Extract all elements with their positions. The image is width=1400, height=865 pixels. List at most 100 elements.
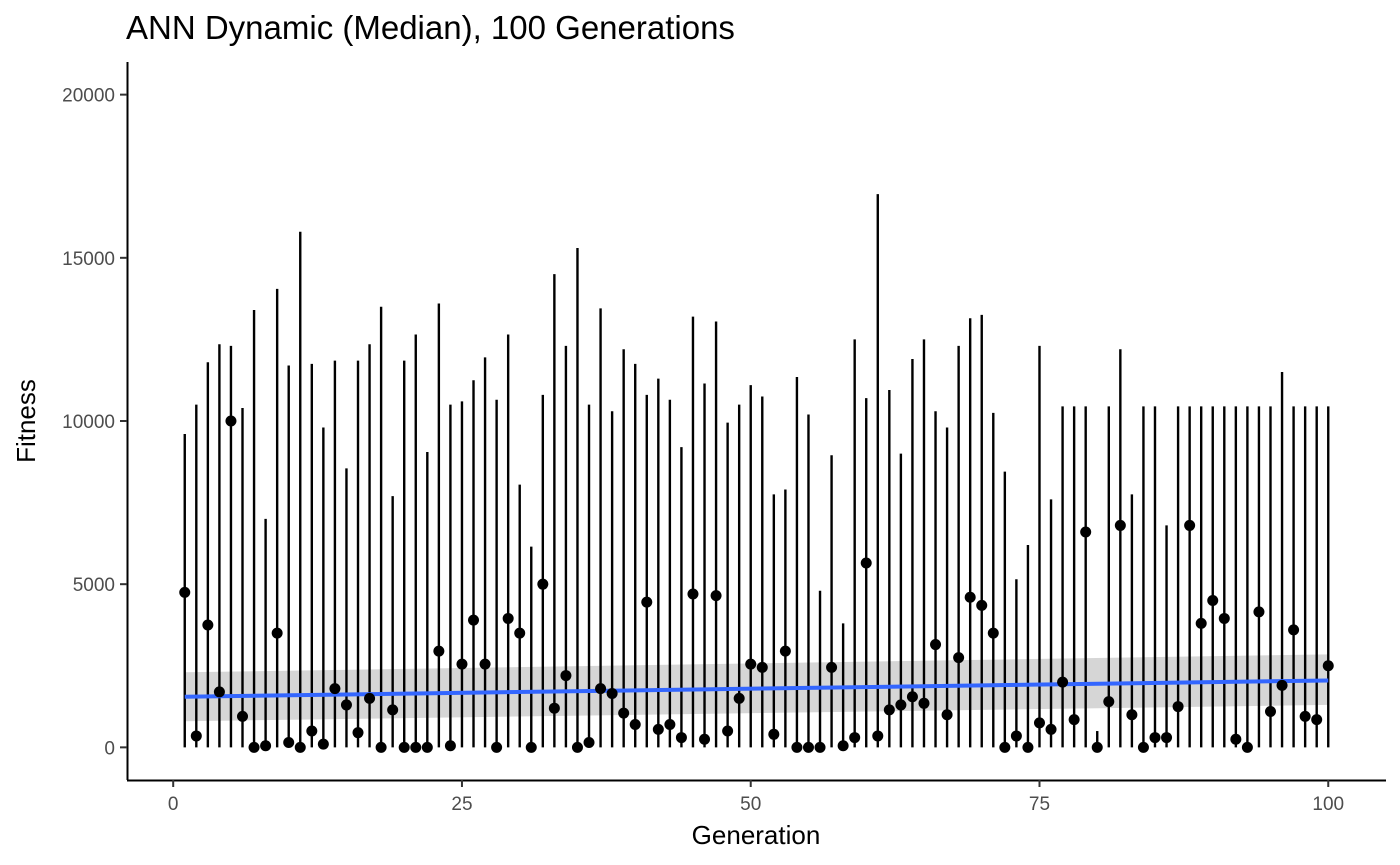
median-point [213, 686, 225, 698]
median-point [1137, 741, 1149, 753]
median-point [606, 688, 618, 700]
median-point [421, 741, 433, 753]
median-point [468, 614, 480, 626]
median-point [502, 612, 514, 624]
x-tick-label: 100 [1312, 794, 1344, 815]
median-point [976, 599, 988, 611]
median-point [1057, 676, 1069, 688]
median-point [444, 740, 456, 752]
median-point [710, 590, 722, 602]
median-point [1195, 617, 1207, 629]
median-point [802, 741, 814, 753]
median-point [560, 670, 572, 682]
median-point [1207, 595, 1219, 606]
y-tick-label: 0 [104, 738, 115, 759]
median-point [664, 719, 676, 731]
median-point [456, 658, 468, 670]
median-point [768, 728, 780, 740]
median-point [329, 683, 341, 695]
median-point [872, 730, 884, 742]
median-point [375, 741, 387, 753]
median-point [1126, 709, 1138, 721]
median-point [1172, 701, 1184, 713]
median-point [837, 740, 849, 752]
median-point [271, 627, 283, 639]
median-point [179, 586, 191, 598]
y-tick-label: 10000 [62, 412, 115, 433]
median-point [826, 661, 838, 673]
median-point [918, 697, 930, 709]
median-point [722, 725, 734, 737]
median-point [433, 645, 445, 657]
median-point [283, 736, 295, 748]
trend-line [184, 678, 1329, 699]
median-point [202, 619, 214, 631]
median-point [687, 588, 699, 600]
median-point [548, 702, 560, 714]
median-point [930, 639, 942, 651]
median-point [525, 741, 537, 753]
median-point [883, 704, 895, 716]
x-axis-title: Generation [692, 820, 821, 850]
median-point [352, 727, 364, 739]
y-tick-label: 5000 [73, 575, 115, 596]
y-axis-title: Fitness [11, 379, 41, 463]
median-point [652, 723, 664, 735]
median-point [1218, 612, 1230, 624]
median-point [987, 627, 999, 639]
median-point [1264, 705, 1276, 717]
median-point [1241, 741, 1253, 753]
median-point [1080, 526, 1092, 538]
median-point [1161, 732, 1173, 744]
median-point [537, 578, 549, 590]
median-point [1288, 624, 1300, 636]
median-point [1276, 679, 1288, 691]
median-point [398, 741, 410, 753]
median-point [248, 741, 260, 753]
median-point [514, 627, 526, 639]
median-point [629, 719, 641, 731]
median-point [1033, 717, 1045, 729]
y-tick-label: 20000 [62, 86, 115, 107]
median-point [860, 557, 872, 569]
median-point [1230, 733, 1242, 745]
median-point [387, 704, 399, 716]
median-point [1184, 519, 1196, 531]
median-point [595, 683, 607, 695]
median-point [618, 707, 630, 719]
median-point [999, 741, 1011, 753]
median-points-layer [179, 415, 1334, 753]
median-point [756, 661, 768, 673]
median-point [849, 732, 861, 744]
median-point [941, 709, 953, 721]
median-point [1322, 660, 1334, 672]
median-point [733, 692, 745, 704]
median-point [1299, 710, 1311, 722]
median-point [1022, 741, 1034, 753]
median-point [964, 591, 976, 603]
median-point [364, 692, 376, 704]
median-point [1114, 519, 1126, 531]
x-tick-label: 0 [168, 794, 179, 815]
median-point [906, 691, 918, 703]
median-point [1311, 714, 1323, 726]
median-point [583, 736, 595, 748]
chart-title: ANN Dynamic (Median), 100 Generations [126, 9, 735, 46]
median-point [225, 415, 237, 427]
median-point [1253, 606, 1265, 618]
y-tick-label: 15000 [62, 249, 115, 270]
median-point [317, 738, 329, 750]
median-point [237, 710, 249, 722]
median-point [675, 732, 687, 744]
median-point [190, 730, 202, 742]
median-point [491, 741, 503, 753]
median-point [340, 699, 352, 711]
median-point [791, 741, 803, 753]
median-point [306, 725, 318, 737]
median-point [260, 740, 272, 752]
median-point [953, 652, 965, 664]
median-point [1068, 714, 1080, 726]
median-point [699, 733, 711, 745]
x-tick-label: 25 [451, 794, 472, 815]
